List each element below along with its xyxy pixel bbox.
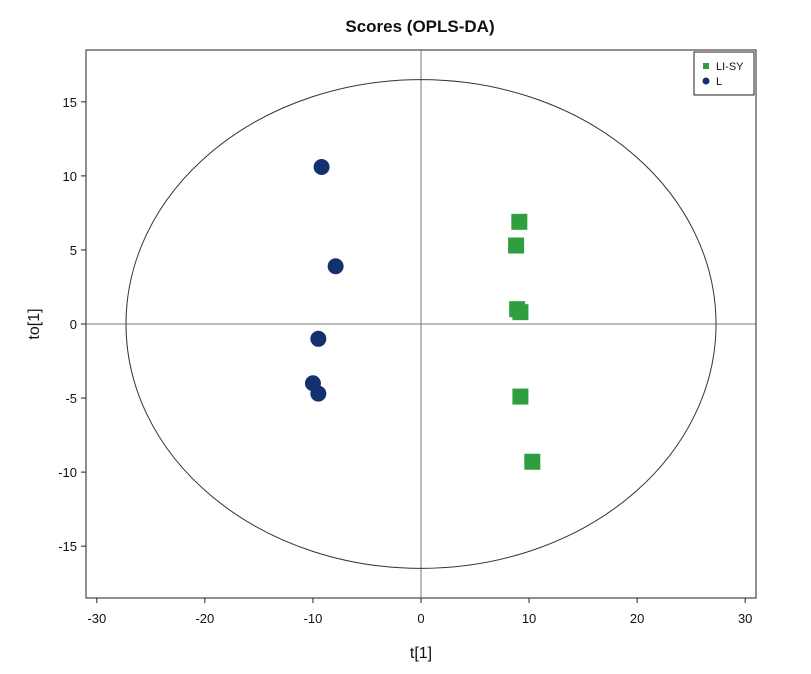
confidence-ellipse-layer <box>125 79 717 569</box>
y-tick-label: 0 <box>70 317 77 332</box>
y-tick-label: -15 <box>58 539 77 554</box>
y-axis-label: to[1] <box>26 308 43 339</box>
data-points <box>304 159 541 470</box>
y-tick-label: -5 <box>65 391 77 406</box>
y-tick-label: 10 <box>63 169 77 184</box>
legend-marker-square <box>703 63 709 69</box>
x-tick-label: -20 <box>195 611 214 626</box>
data-point-circle <box>310 385 327 402</box>
data-point-circle <box>310 330 327 347</box>
legend-label: LI-SY <box>716 61 744 73</box>
x-tick-label: -10 <box>304 611 323 626</box>
chart-title: Scores (OPLS-DA) <box>345 17 494 36</box>
x-tick-label: 10 <box>522 611 536 626</box>
data-point-square <box>512 388 529 405</box>
y-axis-ticks: -15 -10 -5 0 5 10 15 <box>58 95 86 554</box>
x-axis-ticks: -30 -20 -10 0 10 20 30 <box>87 598 752 626</box>
legend-marker-circle <box>702 77 710 85</box>
y-tick-label: 15 <box>63 95 77 110</box>
y-tick-label: 5 <box>70 243 77 258</box>
hotelling-t2-ellipse <box>125 79 717 569</box>
zero-lines <box>86 50 756 598</box>
x-tick-label: 0 <box>417 611 424 626</box>
legend-label: L <box>716 76 722 88</box>
data-point-square <box>508 237 525 254</box>
x-tick-label: 20 <box>630 611 644 626</box>
legend-box <box>693 51 755 96</box>
x-axis-label: t[1] <box>410 645 432 662</box>
data-point-circle <box>313 159 330 176</box>
data-point-square <box>511 213 528 230</box>
data-point-circle <box>327 258 344 275</box>
x-tick-label: -30 <box>87 611 106 626</box>
y-tick-label: -10 <box>58 465 77 480</box>
data-point-square <box>524 453 541 470</box>
data-point-square <box>512 304 529 321</box>
x-tick-label: 30 <box>738 611 752 626</box>
legend: LI-SY L <box>693 51 755 96</box>
